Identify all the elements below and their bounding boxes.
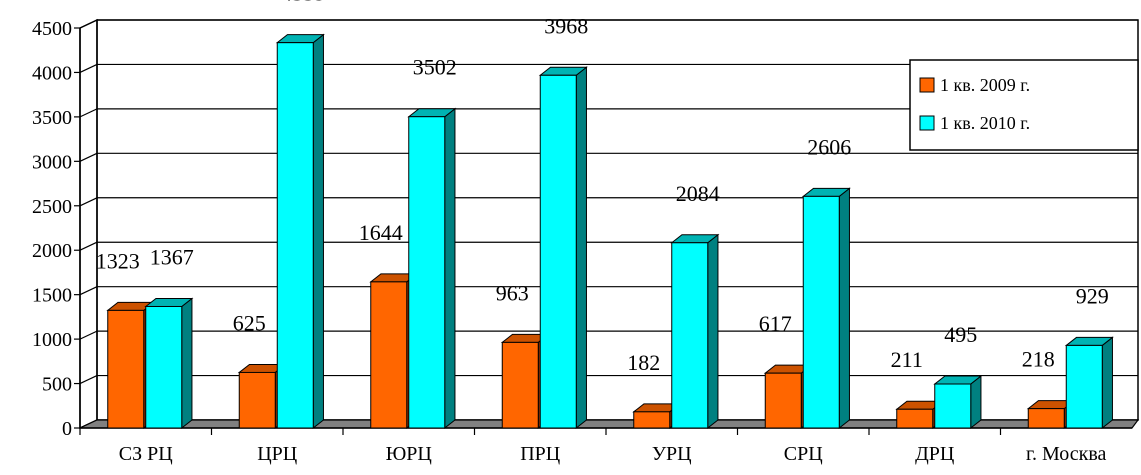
bar-side [707,233,719,430]
legend-label: 1 кв. 2010 г. [940,113,1030,133]
data-label: 1644 [359,220,403,245]
gridline-diag [79,63,98,73]
bar [275,33,325,430]
y-tick-label: 500 [42,374,72,396]
labels-layer: СЗ РЦ 1323 1367 ЦРЦ 625 4335 ЮРЦ 1644 3502 ПРЦ 963… [96,0,1109,465]
grid-layer: 0 500 1000 1500 2000 2500 3000 3500 4000 4500 [32,18,1139,440]
y-tick-label: 2000 [32,240,72,262]
data-label: 963 [496,280,529,305]
category-label: ДРЦ [915,443,954,465]
bar-front [408,116,446,429]
bar-side [444,107,456,430]
bar-front [1027,408,1065,429]
bar-front [107,309,145,429]
gridline-diag [79,152,98,162]
bar [801,187,851,430]
data-label: 929 [1076,283,1109,308]
bar-side [838,187,850,430]
y-tick-label: 4500 [32,18,72,40]
bar-front [539,74,577,429]
legend: 1 кв. 2009 г. 1 кв. 2010 г. [909,59,1139,151]
bars-layer [106,33,1114,430]
data-label: 625 [233,310,266,335]
bar-front [896,408,934,429]
gridline-diag [79,241,98,251]
bar [538,66,588,430]
bar-front [633,411,671,429]
data-label: 182 [627,350,660,375]
category-label: ЦРЦ [257,443,297,465]
bar-side [970,374,982,430]
category-label: УРЦ [652,443,692,465]
bar-front [238,371,276,429]
bar-front [764,372,802,429]
bar-front [145,305,183,429]
category-label: ПРЦ [520,443,560,465]
data-label: 495 [944,322,977,347]
gridline-diag [79,108,98,118]
data-label: 2084 [676,181,720,206]
y-tick-label: 4000 [32,62,72,84]
data-label: 1323 [96,248,140,273]
gridline-diag [79,19,98,29]
y-tick-label: 1000 [32,329,72,351]
y-tick-label: 2500 [32,196,72,218]
data-label: 3968 [544,13,588,38]
bar-front [802,195,840,429]
side-wall [79,18,98,430]
gridline-diag [79,330,98,340]
y-tick-label: 1500 [32,285,72,307]
data-label: 3502 [413,55,457,80]
bar-front [934,383,972,429]
bar-side [575,66,587,430]
y-tick-label: 3500 [32,107,72,129]
legend-box [909,59,1139,151]
gridline-diag [79,197,98,207]
y-tick-label: 0 [62,418,72,440]
legend-label: 1 кв. 2009 г. [940,75,1030,95]
legend-swatch [919,115,935,131]
bar-front [501,341,539,429]
gridline-diag [79,286,98,296]
data-label: 4335 [281,0,325,6]
bar-front [1065,344,1103,429]
bar-front [370,281,408,429]
bar [1064,336,1114,430]
bar-side [312,33,324,430]
category-label: ЮРЦ [386,443,432,465]
chart-floor [79,419,1140,435]
data-label: 1367 [150,244,194,269]
data-label: 617 [759,311,792,336]
bar [933,374,983,430]
bar [144,297,194,430]
data-label: 211 [891,347,923,372]
bar [1026,399,1076,430]
bar-front [276,42,314,429]
legend-swatch [919,77,935,93]
y-tick-label: 3000 [32,151,72,173]
bar-side [181,297,193,430]
data-label: 218 [1022,347,1055,372]
data-label: 2606 [807,134,851,159]
category-label: СРЦ [784,443,823,465]
bar-front [671,242,709,429]
bar [407,107,457,430]
bar [670,233,720,430]
category-label: г. Москва [1026,443,1107,465]
bar-side [1101,336,1113,430]
category-label: СЗ РЦ [119,443,173,465]
gridline-diag [79,375,98,385]
